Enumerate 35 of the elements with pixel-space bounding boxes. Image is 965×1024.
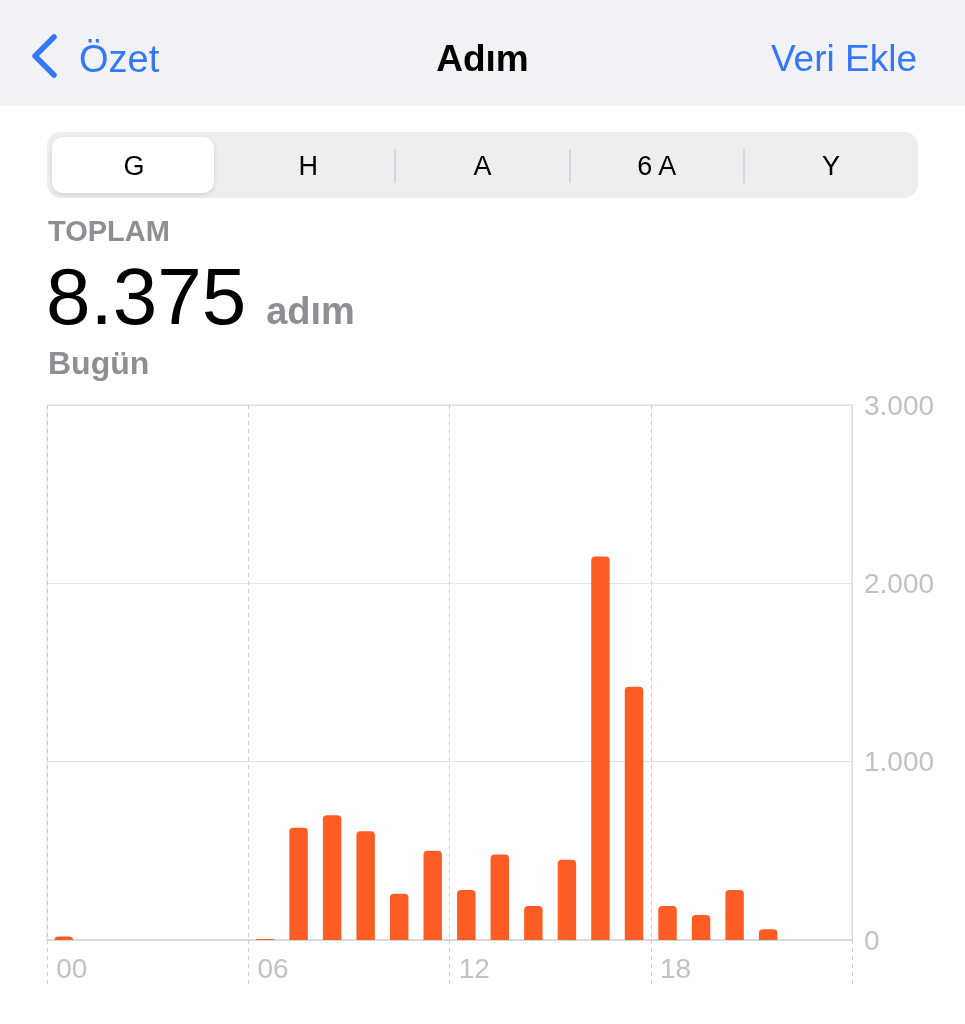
bar: [389, 893, 409, 940]
text: Y: [821, 151, 840, 181]
text: Bugün: [48, 345, 150, 381]
bar: [591, 556, 610, 940]
bar: [658, 906, 677, 940]
bar: [557, 859, 577, 940]
bar: [457, 890, 476, 940]
y-tick-label: 2.000: [864, 567, 935, 599]
x-tick-label: 06: [257, 952, 289, 984]
bar: [289, 827, 308, 940]
x-tick-label: 00: [56, 952, 88, 984]
y-tick-label: 0: [864, 924, 880, 956]
text: A: [473, 151, 492, 181]
x-tick-label: 18: [659, 952, 692, 984]
bar: [624, 686, 644, 940]
bar: [356, 831, 375, 940]
text: Veri Ekle: [770, 38, 917, 79]
bar: [691, 915, 711, 940]
text: 6 A: [637, 151, 677, 181]
bar: [758, 929, 778, 940]
bar: [423, 850, 442, 940]
y-tick-label: 3.000: [864, 389, 935, 421]
chart-title: Adım: [436, 38, 529, 79]
y-tick-label: 1.000: [864, 746, 935, 778]
text: 8.375: [46, 252, 247, 341]
text: TOPLAM: [48, 215, 170, 247]
text: H: [298, 151, 319, 181]
text: adım: [266, 290, 355, 332]
bar: [490, 854, 510, 940]
x-tick-label: 12: [458, 952, 490, 984]
bar: [524, 906, 543, 940]
bar: [725, 890, 744, 940]
bar: [322, 815, 342, 940]
text: G: [123, 151, 145, 181]
text: Özet: [79, 38, 160, 80]
